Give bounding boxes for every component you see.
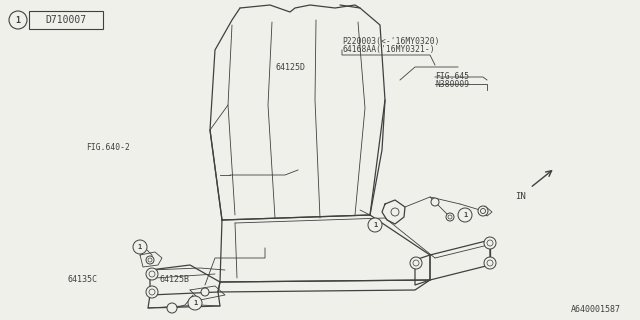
Text: D710007: D710007 — [45, 15, 86, 25]
Text: 1: 1 — [193, 300, 197, 306]
Circle shape — [9, 11, 27, 29]
Circle shape — [484, 257, 496, 269]
Circle shape — [481, 209, 486, 213]
Circle shape — [149, 289, 155, 295]
Text: 1: 1 — [138, 244, 142, 250]
Circle shape — [484, 237, 496, 249]
Circle shape — [487, 260, 493, 266]
Circle shape — [146, 256, 154, 264]
Circle shape — [410, 257, 422, 269]
Text: 1: 1 — [15, 15, 20, 25]
Circle shape — [458, 208, 472, 222]
Circle shape — [446, 213, 454, 221]
Circle shape — [167, 303, 177, 313]
Circle shape — [146, 268, 158, 280]
Text: 1: 1 — [463, 212, 467, 218]
Circle shape — [368, 218, 382, 232]
Text: 64125B: 64125B — [160, 276, 190, 284]
Text: 64135C: 64135C — [67, 276, 97, 284]
Circle shape — [188, 296, 202, 310]
Text: 64125D: 64125D — [275, 63, 305, 72]
Circle shape — [487, 240, 493, 246]
Circle shape — [201, 288, 209, 296]
Text: FIG.640-2: FIG.640-2 — [86, 143, 131, 152]
Text: N380009: N380009 — [435, 80, 469, 89]
Text: P220003(<-'16MY0320): P220003(<-'16MY0320) — [342, 37, 440, 46]
Circle shape — [133, 240, 147, 254]
Text: 64168AA('16MY0321-): 64168AA('16MY0321-) — [342, 45, 435, 54]
Text: FIG.645: FIG.645 — [435, 72, 469, 81]
Circle shape — [478, 206, 488, 216]
Circle shape — [431, 198, 439, 206]
Circle shape — [413, 260, 419, 266]
Text: A640001587: A640001587 — [571, 305, 621, 314]
Text: IN: IN — [515, 192, 526, 201]
Text: 1: 1 — [373, 222, 377, 228]
Circle shape — [149, 271, 155, 277]
Circle shape — [148, 258, 152, 262]
Circle shape — [391, 208, 399, 216]
Circle shape — [146, 286, 158, 298]
Circle shape — [448, 215, 452, 219]
FancyBboxPatch shape — [29, 11, 103, 29]
